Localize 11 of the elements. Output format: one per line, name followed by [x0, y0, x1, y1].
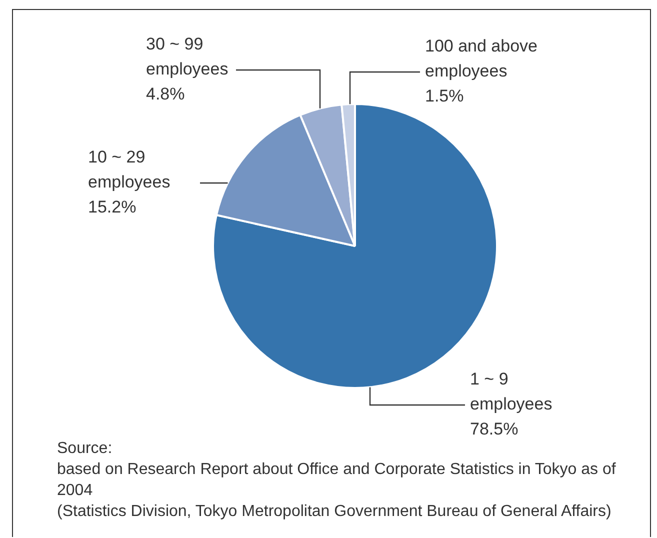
data-label: 15.2%: [88, 198, 136, 217]
source-note: Source:: [57, 439, 114, 459]
data-label: 1.5%: [425, 86, 464, 106]
text: (Statistics Division, Tokyo Metropolitan Government Bureau of General Affairs): [57, 502, 612, 522]
text: based on Research Report about Office and Corporate Statistics in Tokyo as of 2004: [57, 460, 617, 501]
slice-label: 30 ~ 99 employees: [146, 34, 228, 79]
data-label: 78.5%: [470, 420, 518, 439]
slice-label: 100 and above employees: [425, 36, 538, 81]
data-label: 4.8%: [146, 84, 185, 104]
slice-label: 1 ~ 9 employees: [470, 370, 552, 414]
slice-label: 10 ~ 29 employees: [88, 148, 170, 192]
